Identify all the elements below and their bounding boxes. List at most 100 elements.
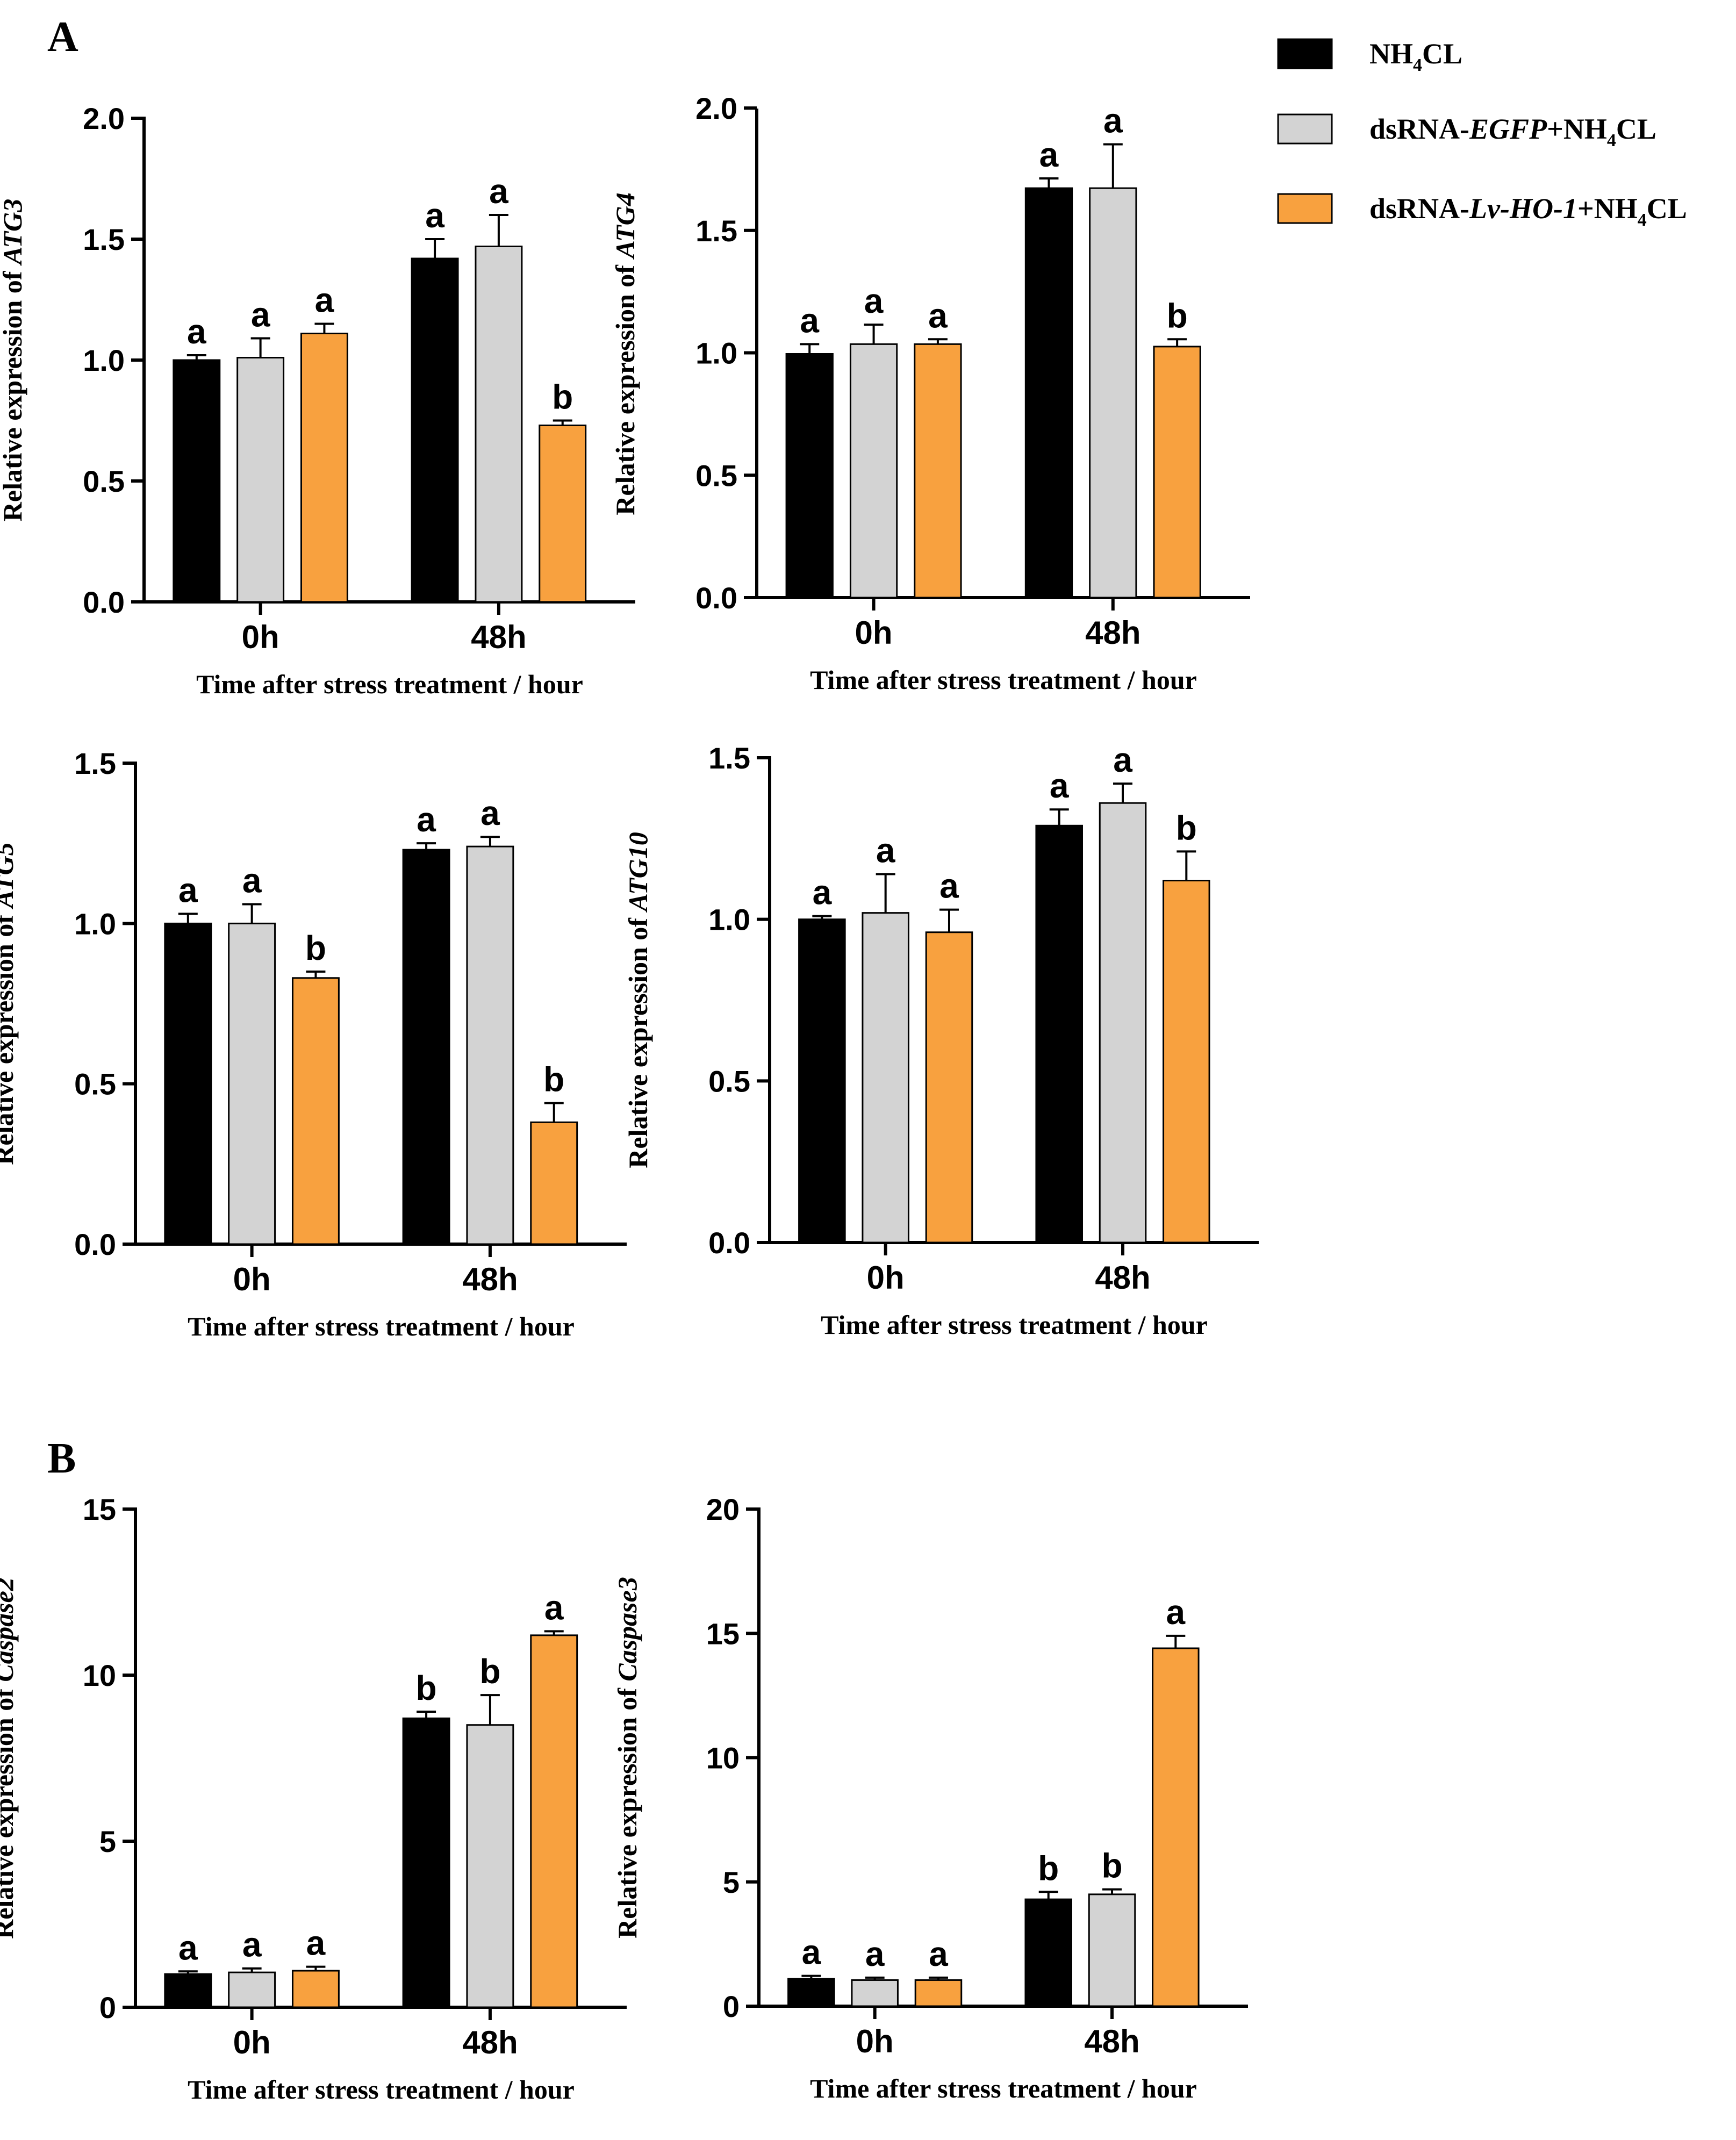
significance-label: a (929, 1935, 948, 1973)
bar (798, 918, 846, 1244)
significance-label: a (865, 1935, 885, 1973)
y-tick-label: 0.5 (695, 458, 737, 492)
bar (914, 343, 962, 599)
bar (530, 1121, 578, 1245)
y-tick-label: 0.5 (708, 1064, 750, 1098)
bar (530, 1634, 578, 2008)
chart-caspase3: 0 5 10 15 20 a a a 0h b b a 48h Time after stress tre… (612, 1492, 1248, 2103)
significance-label: a (864, 282, 884, 320)
x-tick-label: 48h (471, 619, 526, 655)
significance-label: b (552, 378, 573, 416)
x-tick-label: 48h (1095, 1260, 1150, 1296)
x-axis-label: Time after stress treatment / hour (810, 2073, 1197, 2103)
x-tick-label: 48h (1084, 2023, 1139, 2059)
significance-label: a (544, 1588, 564, 1627)
chart-atg4: 0.0 0.5 1.0 1.5 2.0 a a a 0h a a b 48h Time after str… (610, 91, 1250, 695)
legend-swatch (1277, 113, 1333, 145)
bar (291, 1970, 340, 2008)
y-tick-label: 1.0 (74, 907, 116, 940)
significance-label: a (876, 831, 895, 870)
bar (466, 1724, 514, 2008)
y-tick-label: 0 (723, 1990, 740, 2023)
bar (1163, 880, 1210, 1244)
x-tick-label: 0h (867, 1260, 905, 1296)
legend-label: NH4CL (1369, 38, 1462, 75)
bar (862, 912, 909, 1244)
y-axis-label: Relative expression of ATG10 (623, 832, 653, 1168)
significance-label: a (1113, 741, 1132, 779)
significance-label: a (242, 1926, 262, 1964)
bar (228, 1971, 276, 2008)
bar (402, 849, 450, 1245)
y-axis-label: Relative expression of Caspase2 (0, 1577, 19, 1939)
bar (785, 353, 834, 599)
y-tick-label: 5 (99, 1825, 116, 1858)
bar (173, 359, 221, 603)
chart-atg3: 0.0 0.5 1.0 1.5 2.0 a a a 0h a a b 48h Time after str… (0, 102, 635, 699)
y-axis-label: Relative expression of ATG4 (610, 192, 640, 515)
x-axis-label: Time after stress treatment / hour (196, 669, 583, 699)
y-axis-label: Relative expression of ATG3 (0, 199, 27, 521)
significance-label: b (1101, 1847, 1122, 1885)
bar (236, 357, 285, 603)
y-tick-label: 15 (83, 1492, 116, 1526)
x-axis-label: Time after stress treatment / hour (188, 1311, 575, 1341)
y-tick-label: 1.5 (695, 214, 737, 248)
x-tick-label: 0h (856, 2023, 894, 2059)
significance-label: a (800, 301, 819, 340)
legend: NH4CL dsRNA-EGFP+NH4CL dsRNA-Lv-HO-1+NH4CL (1277, 38, 1687, 230)
x-tick-label: 48h (462, 1261, 518, 1297)
significance-label: b (416, 1669, 437, 1707)
significance-label: a (178, 1928, 198, 1967)
significance-label: b (1176, 808, 1197, 847)
bar (1089, 187, 1137, 599)
bar (466, 845, 514, 1245)
x-tick-label: 0h (233, 2024, 271, 2060)
x-axis-label: Time after stress treatment / hour (821, 1310, 1208, 1340)
y-tick-label: 20 (706, 1492, 740, 1526)
legend-swatch (1277, 38, 1333, 69)
bar (164, 1973, 212, 2008)
significance-label: a (306, 1924, 326, 1963)
significance-label: a (417, 800, 436, 839)
bar (851, 1979, 899, 2007)
bar (228, 922, 276, 1245)
y-tick-label: 2.0 (695, 91, 737, 125)
significance-label: b (305, 929, 326, 967)
y-tick-label: 15 (706, 1617, 740, 1650)
bar (411, 257, 459, 603)
panel-label-b: B (47, 1435, 76, 1482)
x-tick-label: 48h (462, 2024, 518, 2060)
significance-label: a (928, 296, 948, 335)
x-tick-label: 0h (242, 619, 279, 655)
bar (164, 922, 212, 1245)
y-tick-label: 0.0 (83, 585, 125, 619)
significance-label: a (178, 871, 198, 909)
y-tick-label: 0 (99, 1991, 116, 2024)
significance-label: a (939, 867, 959, 906)
bar (1153, 346, 1201, 599)
x-axis-label: Time after stress treatment / hour (810, 665, 1197, 695)
y-tick-label: 1.5 (708, 741, 750, 775)
bar (849, 343, 898, 599)
x-tick-label: 0h (855, 615, 893, 651)
significance-label: a (315, 281, 334, 320)
significance-label: a (1050, 766, 1069, 805)
bar (1035, 824, 1083, 1244)
significance-label: a (425, 196, 444, 235)
charts: 0.0 0.5 1.0 1.5 2.0 a a a 0h a a b 48h Time after str… (0, 91, 1259, 2105)
significance-label: b (479, 1652, 500, 1691)
y-axis-label: Relative expression of Caspase3 (612, 1577, 642, 1938)
bar (475, 246, 523, 603)
bar (300, 333, 348, 603)
bar (1024, 187, 1073, 599)
chart-atg5: 0.0 0.5 1.0 1.5 a a b 0h a a b 48h Time after stress… (0, 746, 627, 1341)
y-tick-label: 0.0 (74, 1227, 116, 1261)
y-tick-label: 10 (706, 1741, 740, 1775)
bar (787, 1978, 835, 2007)
bar (925, 931, 973, 1244)
y-tick-label: 1.0 (695, 336, 737, 370)
y-tick-label: 1.5 (83, 222, 125, 256)
bar (914, 1979, 963, 2007)
